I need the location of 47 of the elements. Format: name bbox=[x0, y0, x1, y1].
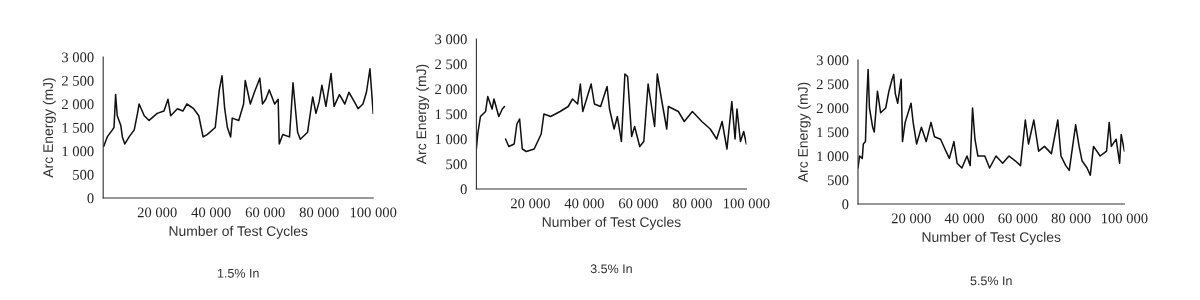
y-tick-label: 1 000 bbox=[62, 146, 94, 157]
y-tick-label: 2 500 bbox=[435, 59, 467, 70]
x-tick-label: 80 000 bbox=[672, 198, 712, 209]
line-series bbox=[858, 68, 1125, 176]
x-tick-label: 60 000 bbox=[245, 207, 285, 218]
text: 5.5% In bbox=[970, 276, 1012, 286]
y-tick-label: 500 bbox=[827, 175, 849, 186]
y-tick-label: 3 000 bbox=[435, 34, 467, 45]
y-tick-label: 3 000 bbox=[816, 55, 849, 66]
text: 1.5% In bbox=[217, 268, 259, 278]
x-tick-label: 80 000 bbox=[1051, 213, 1091, 224]
line-series bbox=[103, 67, 374, 148]
x-axis-title: Number of Test Cycles bbox=[542, 216, 681, 230]
y-tick-label: 1 500 bbox=[435, 109, 467, 120]
x-axis-title: Number of Test Cycles bbox=[169, 225, 308, 239]
y-tick-label: 500 bbox=[446, 159, 467, 170]
y-axis-title: Arc Energy (mJ) bbox=[416, 64, 429, 165]
y-tick-label: 3 000 bbox=[62, 52, 94, 63]
x-tick-label: 40 000 bbox=[191, 207, 231, 218]
y-tick-label: 0 bbox=[842, 199, 849, 210]
x-tick-label: 60 000 bbox=[618, 198, 658, 209]
y-tick-label: 1 000 bbox=[817, 151, 849, 162]
x-tick-label: 60 000 bbox=[998, 213, 1038, 224]
y-tick-label: 2 000 bbox=[816, 103, 849, 114]
y-tick-label: 2 500 bbox=[816, 79, 849, 90]
y-tick-label: 1 500 bbox=[62, 122, 94, 133]
x-axis-title: Number of Test Cycles bbox=[922, 231, 1061, 245]
y-tick-label: 2 000 bbox=[435, 84, 467, 95]
y-tick-label: 0 bbox=[87, 193, 94, 204]
y-tick-label: 1 000 bbox=[435, 134, 467, 145]
x-tick-label: 20 000 bbox=[137, 207, 177, 218]
y-tick-label: 1 500 bbox=[817, 127, 849, 138]
x-tick-label: 100 000 bbox=[1101, 213, 1148, 224]
y-tick-label: 2 500 bbox=[62, 75, 94, 86]
y-axis-title: Arc Energy (mJ) bbox=[797, 82, 811, 183]
y-tick-label: 500 bbox=[73, 169, 94, 180]
y-tick-label: 0 bbox=[460, 184, 467, 195]
x-tick-label: 80 000 bbox=[299, 207, 339, 218]
text: 3.5% In bbox=[590, 264, 632, 274]
x-tick-label: 40 000 bbox=[564, 198, 604, 209]
y-axis-title: Arc Energy (mJ) bbox=[42, 78, 56, 178]
y-tick-label: 2 000 bbox=[62, 99, 94, 110]
x-tick-label: 100 000 bbox=[350, 207, 397, 218]
x-tick-label: 40 000 bbox=[944, 213, 985, 224]
x-tick-label: 20 000 bbox=[510, 198, 550, 209]
x-tick-label: 20 000 bbox=[891, 213, 931, 224]
x-tick-label: 100 000 bbox=[723, 198, 770, 209]
